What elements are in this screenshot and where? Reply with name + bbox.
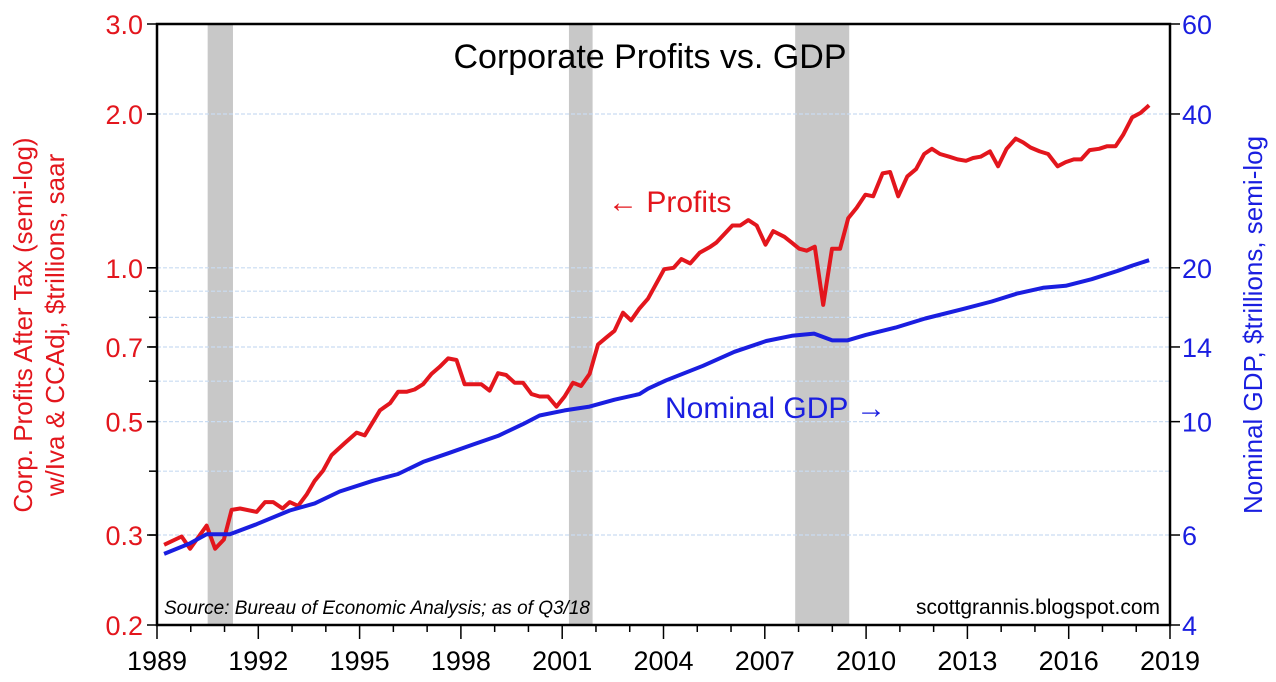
right-tick-label: 60 <box>1182 10 1212 40</box>
series-lines <box>163 103 1151 556</box>
axis-ticks: 3.0 2.0 1.0 0.7 0.5 0.3 0.2 60 40 20 14 10 6 4 1989 199… <box>105 10 1212 676</box>
x-tick-label: 1998 <box>431 646 491 676</box>
right-tick-label: 6 <box>1182 521 1197 551</box>
left-tick-label: 2.0 <box>105 100 143 130</box>
right-tick-label: 10 <box>1182 408 1212 438</box>
left-axis-label-line1: Corp. Profits After Tax (semi-log) <box>8 137 38 512</box>
right-tick-label: 14 <box>1182 333 1212 363</box>
gridlines <box>157 113 1170 536</box>
chart-title: Corporate Profits vs. GDP <box>453 38 846 76</box>
right-axis-label: Nominal GDP, $trillions, semi-log <box>1238 136 1268 514</box>
recession-bands <box>207 24 850 625</box>
profits-line <box>163 103 1151 551</box>
profits-annotation: ← Profits <box>608 186 731 219</box>
left-tick-label: 0.7 <box>105 333 143 363</box>
x-tick-label: 2001 <box>532 646 592 676</box>
x-tick-label: 2007 <box>735 646 795 676</box>
left-tick-label: 0.3 <box>105 521 143 551</box>
x-tick-label: 2004 <box>633 646 693 676</box>
left-tick-label: 1.0 <box>105 254 143 284</box>
x-tick-label: 1989 <box>127 646 187 676</box>
left-axis-label-line2: w/Iva & CCAdj, $trillions, saar <box>40 153 70 497</box>
x-tick-label: 2019 <box>1140 646 1200 676</box>
left-tick-label: 0.5 <box>105 408 143 438</box>
source-note: Source: Bureau of Economic Analysis; as … <box>164 598 590 619</box>
x-tick-label: 2016 <box>1039 646 1099 676</box>
left-tick-label: 0.2 <box>105 611 143 641</box>
gdp-annotation: Nominal GDP → <box>665 392 886 425</box>
right-tick-label: 4 <box>1182 611 1197 641</box>
left-tick-label: 3.0 <box>105 10 143 40</box>
recession-band <box>795 24 850 625</box>
x-tick-label: 2010 <box>836 646 896 676</box>
watermark: scottgrannis.blogspot.com <box>916 596 1160 619</box>
right-tick-label: 40 <box>1182 100 1212 130</box>
gdp-line <box>163 258 1150 556</box>
right-tick-label: 20 <box>1182 254 1212 284</box>
x-tick-label: 2013 <box>937 646 997 676</box>
x-tick-label: 1995 <box>330 646 390 676</box>
x-tick-label: 1992 <box>228 646 288 676</box>
recession-band <box>568 24 593 625</box>
